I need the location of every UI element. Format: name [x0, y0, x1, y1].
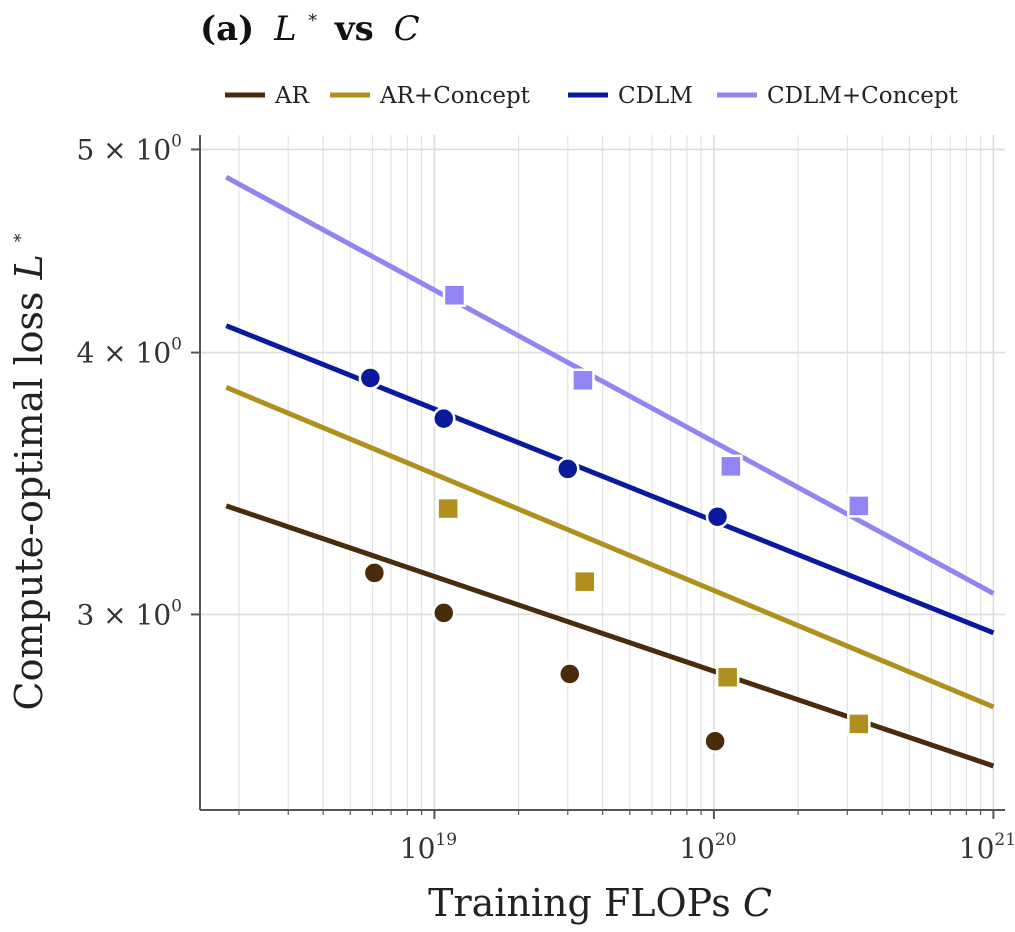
- x-axis-label-text: Training FLOPs: [428, 881, 731, 925]
- y-axis-label-star: *: [11, 233, 31, 242]
- plot-area: [225, 174, 995, 769]
- data-point-ar: [703, 729, 727, 753]
- chart-title: (a) L * vs C: [200, 0, 420, 49]
- y-tick-label: 3 × 100: [76, 596, 182, 631]
- x-axis-label-var: C: [743, 881, 772, 925]
- x-tick-label: 1020: [679, 830, 736, 865]
- legend-item-ar: AR: [225, 83, 310, 109]
- title-vs: vs: [334, 9, 374, 49]
- y-tick-base: 3 × 10: [76, 598, 171, 631]
- legend-item-cdlm-concept: CDLM+Concept: [717, 83, 959, 109]
- data-point-ar: [362, 561, 387, 585]
- title-var-c: C: [394, 9, 420, 49]
- y-tick-exponent: 0: [171, 335, 182, 355]
- y-axis-label-var: L: [7, 254, 51, 280]
- data-point-ar-concept: [572, 569, 597, 594]
- data-point-cdlm-concept: [719, 454, 743, 479]
- legend-label-cdlm-concept: CDLM+Concept: [767, 83, 959, 109]
- y-tick-exponent: 0: [171, 596, 182, 616]
- x-axis-label: Training FLOPs C: [428, 881, 772, 925]
- data-point-cdlm-concept: [847, 494, 871, 518]
- y-axis-label-text: Compute-optimal loss: [7, 291, 51, 710]
- data-point-ar-concept: [715, 665, 740, 689]
- title-star: *: [308, 11, 317, 31]
- fit-line-ar-concept: [225, 385, 995, 710]
- x-tick-base: 10: [679, 832, 715, 865]
- series-cdlm: [225, 323, 995, 636]
- title-var-l: L: [273, 9, 297, 49]
- x-tick-exponent: 21: [994, 830, 1015, 850]
- x-tick-exponent: 19: [435, 830, 457, 850]
- x-tick-label: 1019: [400, 830, 457, 865]
- data-point-cdlm: [556, 457, 580, 481]
- y-tick-label: 4 × 100: [76, 335, 182, 370]
- y-axis-label: Compute-optimal loss L *: [7, 233, 51, 710]
- x-tick-label: 1021: [959, 830, 1015, 865]
- data-point-cdlm: [431, 406, 456, 431]
- legend: AR AR+Concept CDLM CDLM+Concept: [225, 83, 959, 109]
- x-tick-exponent: 20: [715, 830, 737, 850]
- legend-item-cdlm: CDLM: [568, 83, 693, 109]
- title-prefix: (a): [200, 9, 254, 49]
- fit-line-cdlm-concept: [225, 174, 995, 596]
- legend-item-ar-concept: AR+Concept: [330, 83, 531, 109]
- series-ar-concept: [225, 385, 995, 736]
- y-tick-label: 5 × 100: [76, 131, 182, 166]
- legend-label-ar-concept: AR+Concept: [379, 83, 531, 109]
- legend-label-ar: AR: [274, 83, 310, 109]
- x-tick-base: 10: [959, 832, 995, 865]
- y-tick-base: 4 × 10: [76, 337, 171, 370]
- y-tick-exponent: 0: [171, 131, 182, 151]
- data-point-cdlm-concept: [571, 368, 595, 393]
- data-point-cdlm: [705, 504, 730, 529]
- data-point-ar-concept: [436, 496, 460, 521]
- data-point-cdlm: [358, 366, 383, 390]
- series-cdlm-concept: [225, 174, 995, 596]
- legend-label-cdlm: CDLM: [618, 83, 693, 109]
- y-tick-base: 5 × 10: [76, 133, 171, 166]
- data-point-cdlm-concept: [442, 283, 467, 307]
- x-tick-base: 10: [400, 832, 436, 865]
- data-point-ar-concept: [847, 712, 871, 736]
- data-point-ar: [431, 601, 456, 625]
- grid-lines: [200, 135, 1005, 810]
- data-point-ar: [558, 662, 582, 686]
- fit-line-cdlm: [225, 323, 995, 636]
